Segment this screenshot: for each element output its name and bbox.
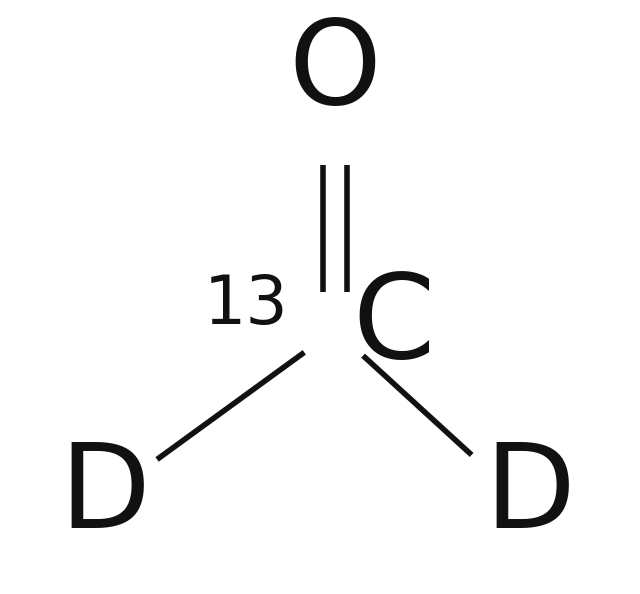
- Text: 13: 13: [204, 272, 288, 338]
- Text: C: C: [352, 267, 435, 383]
- Text: D: D: [60, 438, 150, 552]
- Text: D: D: [484, 438, 575, 552]
- Text: O: O: [289, 14, 381, 129]
